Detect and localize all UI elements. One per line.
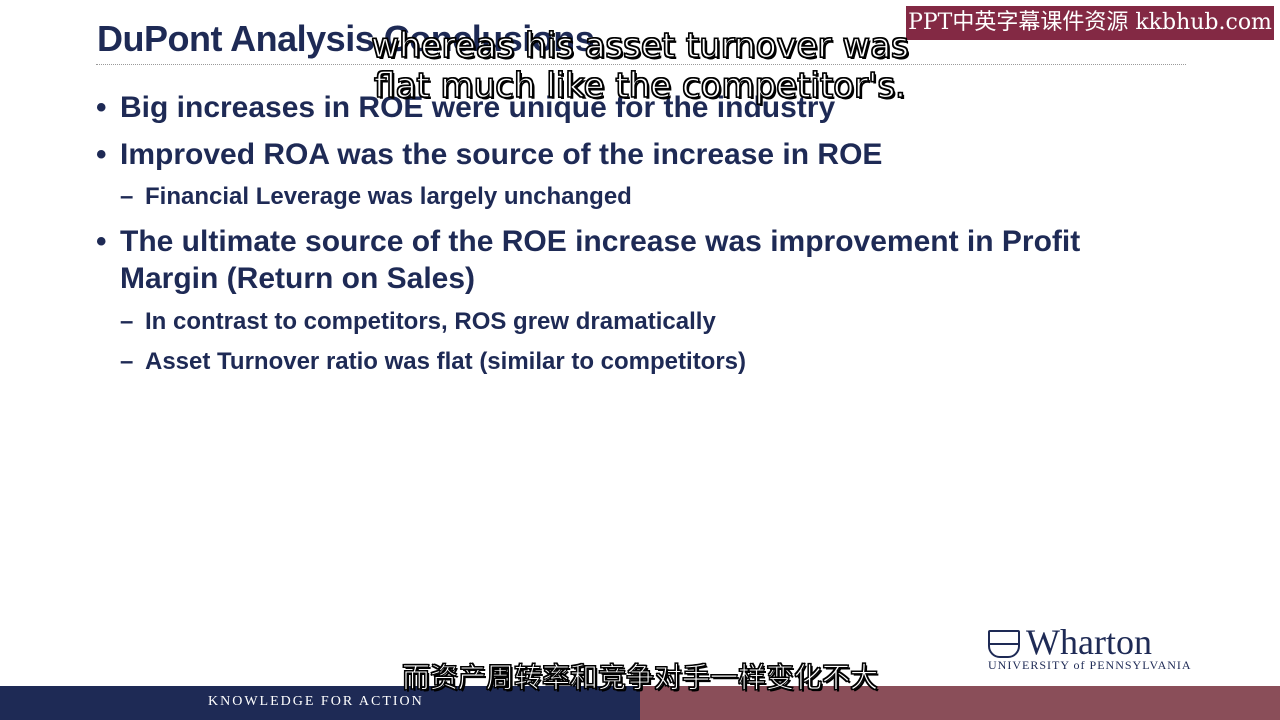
footer-tagline: KNOWLEDGE FOR ACTION — [208, 694, 424, 709]
english-subtitle-line: whereas his asset turnover was — [371, 25, 910, 66]
logo-subtitle: UNIVERSITY of PENNSYLVANIA — [988, 658, 1192, 672]
slide-title: DuPont Analysis Conclusions — [97, 18, 595, 59]
chinese-subtitle: 而资产周转率和竞争对手一样变化不大 — [401, 661, 878, 695]
title-divider — [96, 64, 1186, 65]
english-subtitle: whereas his asset turnover was flat much… — [330, 25, 950, 106]
logo-wordmark: Wharton — [1026, 622, 1152, 662]
bullet-item: Improved ROA was the source of the incre… — [96, 136, 1180, 173]
sub-bullet-item: In contrast to competitors, ROS grew dra… — [120, 307, 1145, 337]
wharton-logo: Wharton UNIVERSITY of PENNSYLVANIA — [988, 622, 1198, 672]
bullet-item: The ultimate source of the ROE increase … — [96, 223, 1180, 297]
sub-bullet-item: Financial Leverage was largely unchanged — [120, 182, 1145, 212]
footer-bar-right — [640, 686, 1280, 720]
penn-shield-icon — [988, 630, 1020, 658]
sub-bullet-item: Asset Turnover ratio was flat (similar t… — [120, 347, 1145, 377]
footer-bar-left — [0, 686, 640, 720]
english-subtitle-line: flat much like the competitor's. — [374, 65, 907, 106]
watermark-banner: PPT中英字幕课件资源 kkbhub.com — [906, 6, 1274, 40]
bullet-item: Big increases in ROE were unique for the… — [96, 89, 1180, 126]
